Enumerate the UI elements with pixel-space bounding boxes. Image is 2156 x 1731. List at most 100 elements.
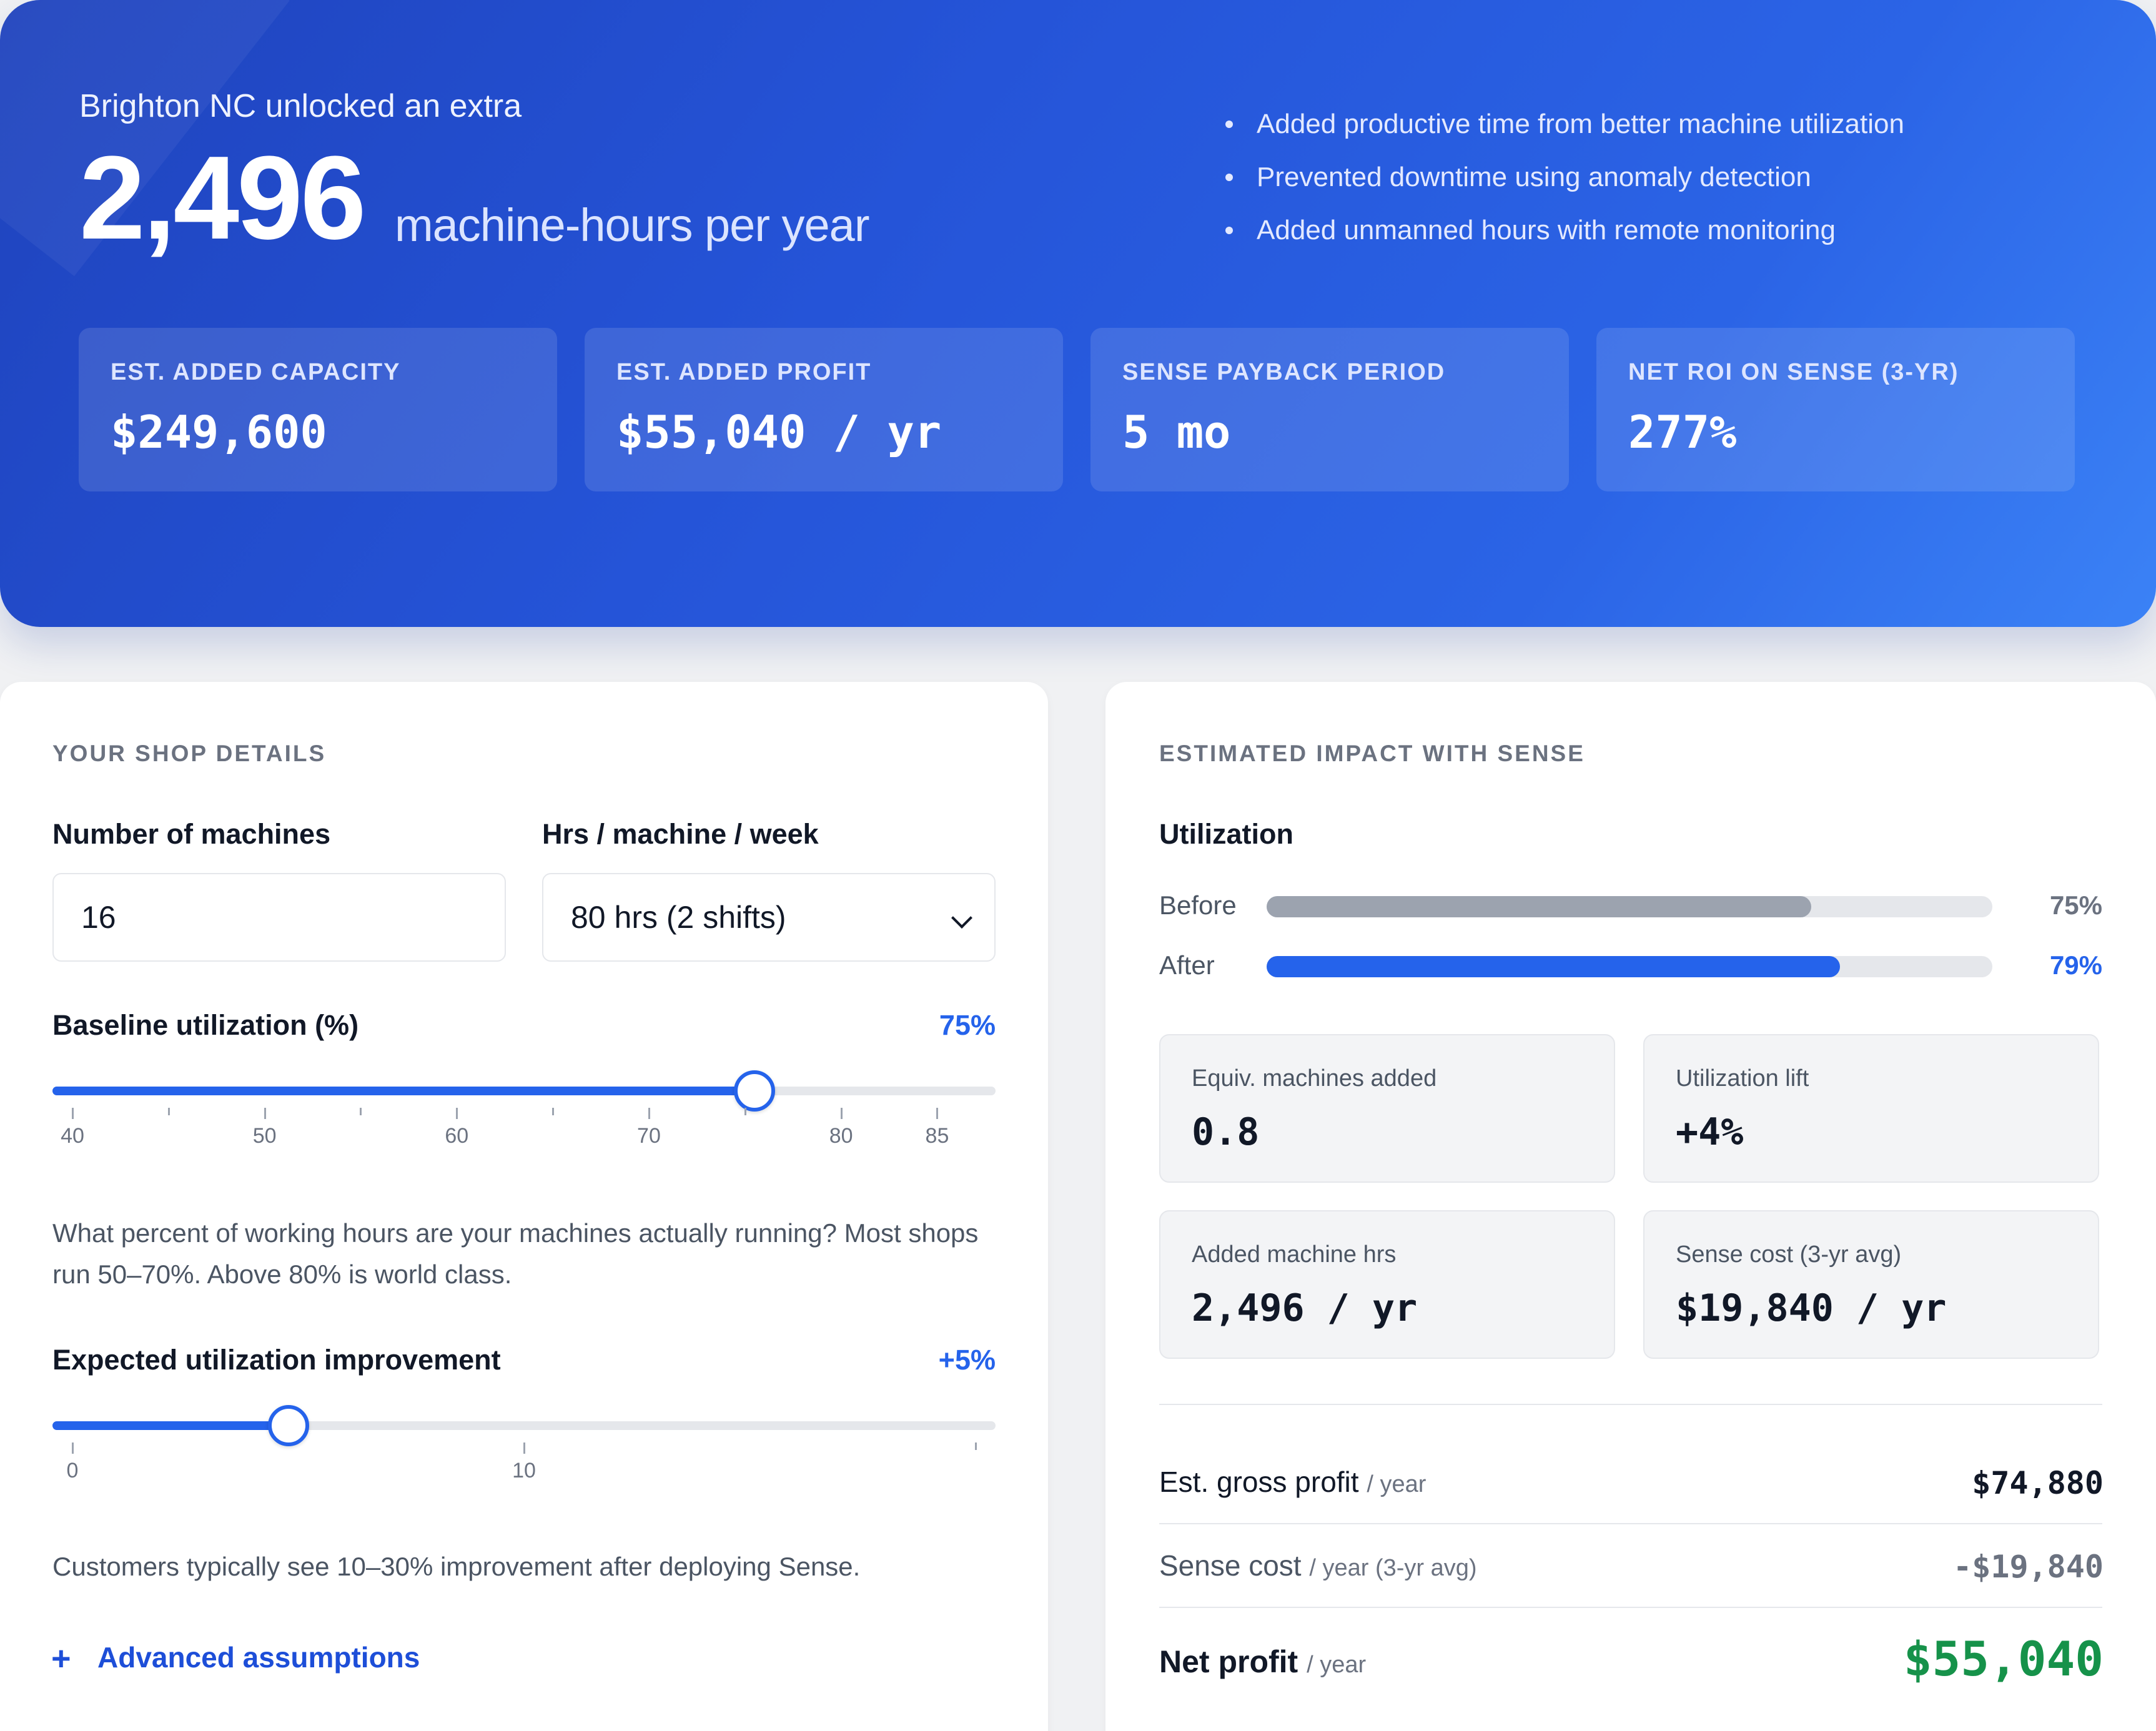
hero-bullet: Added unmanned hours with remote monitor… xyxy=(1225,211,1904,264)
card-label: Added machine hrs xyxy=(1192,1241,1397,1268)
advanced-assumptions-label: Advanced assumptions xyxy=(97,1641,420,1674)
after-bar-fill xyxy=(1267,956,1840,977)
stat-value: 277% xyxy=(1628,406,1737,458)
sense-cost-label: Sense cost / year (3-yr avg) xyxy=(1159,1549,1477,1582)
stat-value: $249,600 xyxy=(111,406,327,458)
improvement-label: Expected utilization improvement xyxy=(52,1344,501,1376)
slider-tick xyxy=(360,1108,362,1115)
card-value: 2,496 / yr xyxy=(1192,1286,1418,1330)
before-pct: 75% xyxy=(2049,890,2102,920)
stat-label: NET ROI ON SENSE (3-YR) xyxy=(1628,359,1959,385)
slider-tick xyxy=(72,1442,74,1454)
slider-tick xyxy=(72,1108,74,1119)
card-label: Equiv. machines added xyxy=(1192,1065,1437,1092)
row-label-text: Net profit xyxy=(1159,1644,1298,1679)
row-label-sub: / year xyxy=(1307,1652,1367,1678)
improvement-help-text: Customers typically see 10–30% improveme… xyxy=(52,1552,861,1581)
hero-bullet: Added productive time from better machin… xyxy=(1225,105,1904,158)
card-value: +4% xyxy=(1676,1110,1744,1154)
improvement-slider[interactable] xyxy=(52,1405,996,1446)
row-label-text: Sense cost xyxy=(1159,1549,1302,1582)
panel-title: ESTIMATED IMPACT WITH SENSE xyxy=(1159,741,1585,766)
card-value: 0.8 xyxy=(1192,1110,1260,1154)
slider-tick xyxy=(456,1108,458,1119)
net-profit-value: $55,040 xyxy=(1903,1631,2104,1687)
hero-bullet: Prevented downtime using anomaly detecti… xyxy=(1225,158,1904,211)
utilization-title: Utilization xyxy=(1159,818,1293,850)
slider-tick-label: 70 xyxy=(637,1124,661,1148)
stat-card-payback-period: SENSE PAYBACK PERIOD 5 mo xyxy=(1090,328,1569,491)
panel-title: YOUR SHOP DETAILS xyxy=(52,741,327,766)
slider-tick-label: 60 xyxy=(445,1124,469,1148)
card-value: $19,840 / yr xyxy=(1676,1286,1947,1330)
shop-details-panel: YOUR SHOP DETAILS Number of machines 16 … xyxy=(0,682,1048,1731)
hours-select-value: 80 hrs (2 shifts) xyxy=(571,900,786,935)
row-label-text: Est. gross profit xyxy=(1159,1466,1359,1498)
before-label: Before xyxy=(1159,890,1237,920)
sense-cost-value: -$19,840 xyxy=(1953,1549,2104,1585)
stat-card-added-profit: EST. ADDED PROFIT $55,040 / yr xyxy=(585,328,1063,491)
baseline-slider[interactable] xyxy=(52,1070,996,1112)
stat-value: $55,040 / yr xyxy=(616,406,942,458)
machines-input[interactable]: 16 xyxy=(52,873,506,962)
slider-tick-label: 50 xyxy=(252,1124,277,1148)
slider-tick-label: 0 xyxy=(66,1459,79,1482)
card-label: Sense cost (3-yr avg) xyxy=(1676,1241,1902,1268)
before-bar-fill xyxy=(1267,896,1811,917)
chevron-down-icon xyxy=(951,907,972,929)
stat-value: 5 mo xyxy=(1122,406,1231,458)
stat-label: EST. ADDED CAPACITY xyxy=(111,359,401,385)
slider-tick xyxy=(264,1108,266,1119)
baseline-value: 75% xyxy=(939,1009,996,1041)
stat-card-added-capacity: EST. ADDED CAPACITY $249,600 xyxy=(79,328,557,491)
hero-kicker: Brighton NC unlocked an extra xyxy=(79,88,522,124)
after-pct: 79% xyxy=(2049,950,2102,980)
slider-tick-label: 10 xyxy=(512,1459,536,1482)
gross-profit-value: $74,880 xyxy=(1972,1465,2104,1501)
slider-tick xyxy=(975,1442,977,1450)
stat-card-net-roi: NET ROI ON SENSE (3-YR) 277% xyxy=(1596,328,2075,491)
added-hours-card: Added machine hrs 2,496 / yr xyxy=(1159,1210,1615,1359)
slider-tick xyxy=(744,1108,746,1115)
baseline-slider-thumb[interactable] xyxy=(734,1070,775,1112)
slider-tick xyxy=(167,1108,170,1115)
baseline-slider-fill xyxy=(52,1087,754,1095)
slider-tick-label: 80 xyxy=(829,1124,853,1148)
after-bar xyxy=(1267,956,1992,977)
slider-tick xyxy=(648,1108,650,1119)
impact-panel: ESTIMATED IMPACT WITH SENSE Utilization … xyxy=(1105,682,2156,1731)
hero-unit: machine-hours per year xyxy=(395,199,869,251)
divider xyxy=(1159,1404,2102,1405)
hero-bullet-list: Added productive time from better machin… xyxy=(1225,105,1904,264)
sense-cost-card: Sense cost (3-yr avg) $19,840 / yr xyxy=(1643,1210,2099,1359)
hero-big-number: 2,496 xyxy=(79,132,366,264)
stat-label: EST. ADDED PROFIT xyxy=(616,359,872,385)
baseline-label: Baseline utilization (%) xyxy=(52,1009,359,1041)
row-label-sub: / year xyxy=(1367,1471,1427,1497)
plus-icon: + xyxy=(51,1640,71,1677)
improvement-slider-thumb[interactable] xyxy=(268,1405,309,1446)
slider-tick-label: 40 xyxy=(61,1124,84,1148)
divider xyxy=(1159,1607,2102,1608)
slider-tick xyxy=(840,1108,843,1119)
slider-tick-label: 85 xyxy=(925,1124,949,1148)
equiv-machines-card: Equiv. machines added 0.8 xyxy=(1159,1034,1615,1183)
improvement-slider-fill xyxy=(52,1421,289,1430)
stat-label: SENSE PAYBACK PERIOD xyxy=(1122,359,1446,385)
row-label-sub: / year (3-yr avg) xyxy=(1309,1555,1477,1581)
hours-label: Hrs / machine / week xyxy=(542,818,819,850)
net-profit-label: Net profit / year xyxy=(1159,1644,1366,1680)
hours-select[interactable]: 80 hrs (2 shifts) xyxy=(542,873,996,962)
slider-tick xyxy=(936,1108,939,1119)
divider xyxy=(1159,1523,2102,1524)
slider-tick xyxy=(552,1108,555,1115)
slider-tick xyxy=(523,1442,525,1454)
gross-profit-label: Est. gross profit / year xyxy=(1159,1465,1426,1499)
card-label: Utilization lift xyxy=(1676,1065,1809,1092)
baseline-help-text: What percent of working hours are your m… xyxy=(52,1218,979,1289)
before-bar xyxy=(1267,896,1992,917)
machines-label: Number of machines xyxy=(52,818,331,850)
hero-banner: Brighton NC unlocked an extra 2,496 mach… xyxy=(0,0,2156,627)
improvement-value: +5% xyxy=(938,1344,996,1376)
after-label: After xyxy=(1159,950,1215,980)
